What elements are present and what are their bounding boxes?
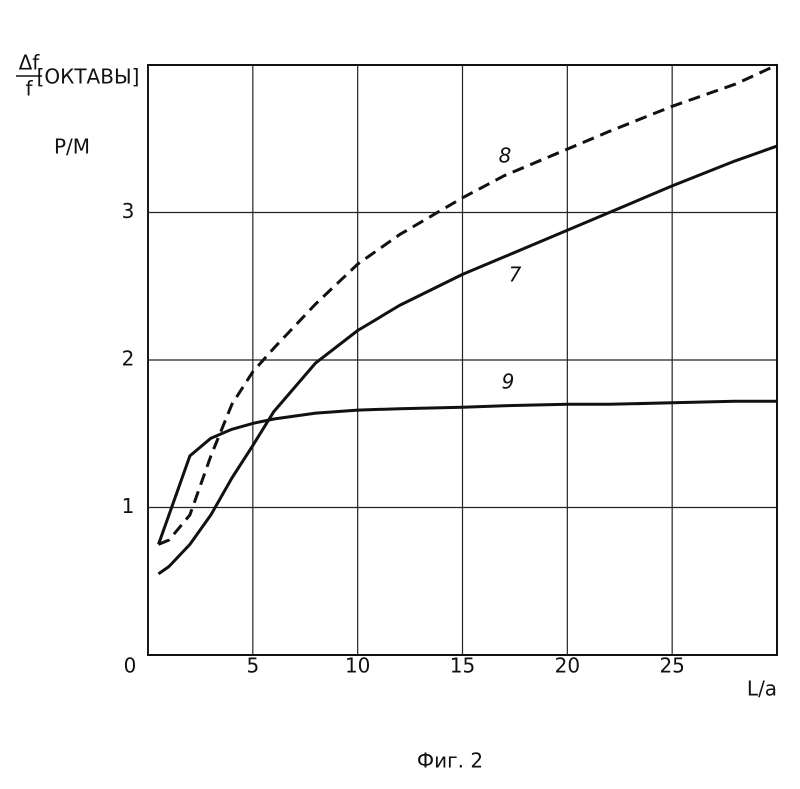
x-label: L/a — [747, 677, 777, 701]
curve-label: 9 — [502, 370, 515, 394]
y-tick-label: 1 — [122, 494, 135, 518]
y-label-2: P/M — [54, 135, 90, 159]
series-line — [159, 65, 778, 544]
y-label-unit: [ОКТАВЫ] — [37, 65, 140, 89]
series-line — [159, 401, 778, 544]
y-tick-label: 3 — [122, 199, 135, 223]
curve-label: 8 — [499, 144, 512, 168]
y-label-denominator: f — [25, 77, 33, 101]
x-tick-label: 0 — [124, 654, 137, 678]
x-tick-label: 20 — [555, 654, 580, 678]
chart: Δf f [ОКТАВЫ] P/M L/a Фиг. 2 12305101520… — [0, 0, 800, 789]
x-tick-label: 25 — [659, 654, 684, 678]
chart-title: Фиг. 2 — [417, 749, 483, 773]
y-tick-label: 2 — [122, 347, 135, 371]
curve-label: 7 — [509, 263, 522, 287]
x-tick-label: 5 — [246, 654, 259, 678]
x-tick-label: 15 — [450, 654, 475, 678]
x-tick-label: 10 — [345, 654, 370, 678]
